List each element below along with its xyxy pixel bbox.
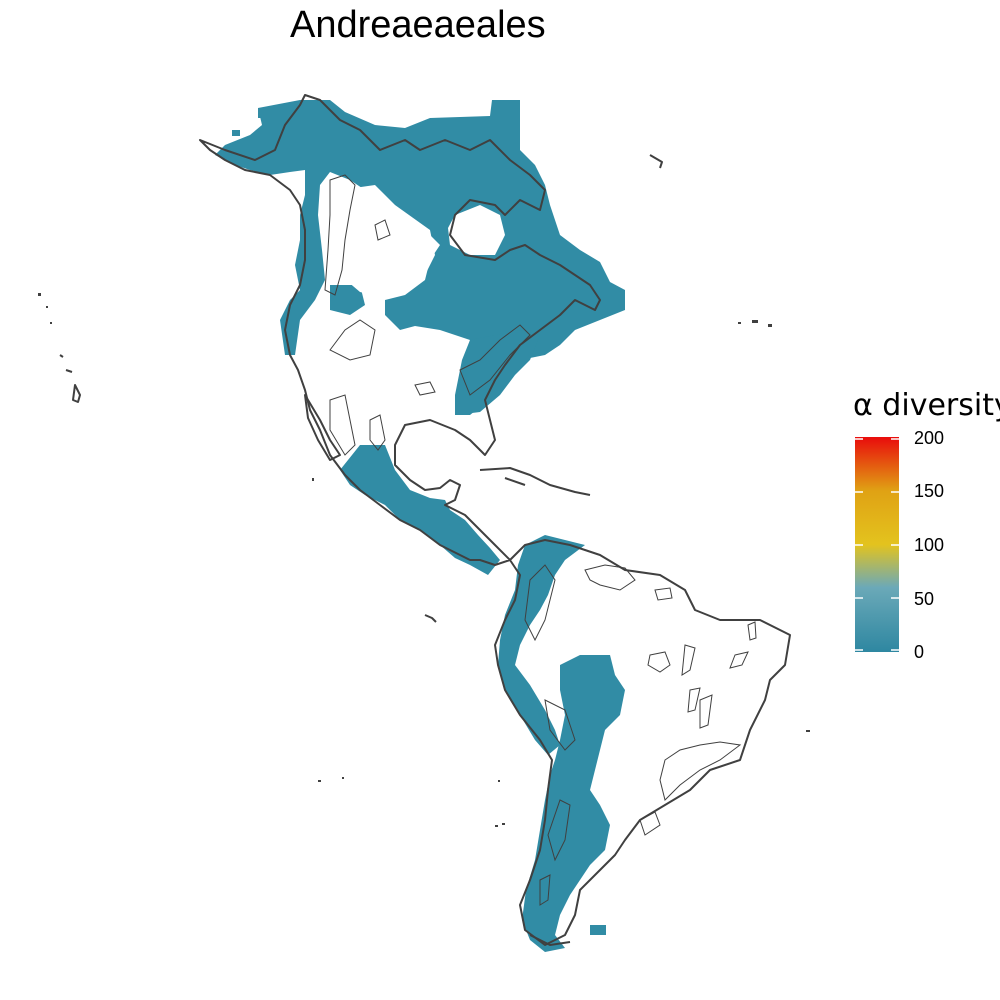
presence-region-andes	[498, 535, 585, 755]
presence-layer	[215, 100, 625, 952]
small-islands	[38, 293, 810, 827]
legend-tick-label: 50	[914, 589, 935, 609]
legend-title: α diversity	[853, 388, 1000, 423]
presence-region-western-north-america	[330, 285, 365, 315]
presence-region-falklands	[590, 925, 606, 935]
presence-region-eastern-north-america	[456, 330, 540, 415]
absence-gaps	[335, 185, 505, 298]
legend-tick-label: 0	[914, 642, 925, 662]
legend-tick-label: 200	[914, 428, 945, 448]
map-title: Andreaeaeales	[290, 4, 546, 46]
presence-region-southern-south-america	[522, 655, 625, 952]
presence-region-mexico-central-america	[340, 445, 500, 575]
legend-tick-label: 100	[914, 535, 945, 555]
legend-colorbar	[855, 437, 899, 652]
legend-tick-label: 150	[914, 481, 945, 501]
coastlines	[59, 94, 791, 946]
legend-tick-marks	[855, 438, 899, 651]
biome-outlines	[324, 174, 757, 906]
